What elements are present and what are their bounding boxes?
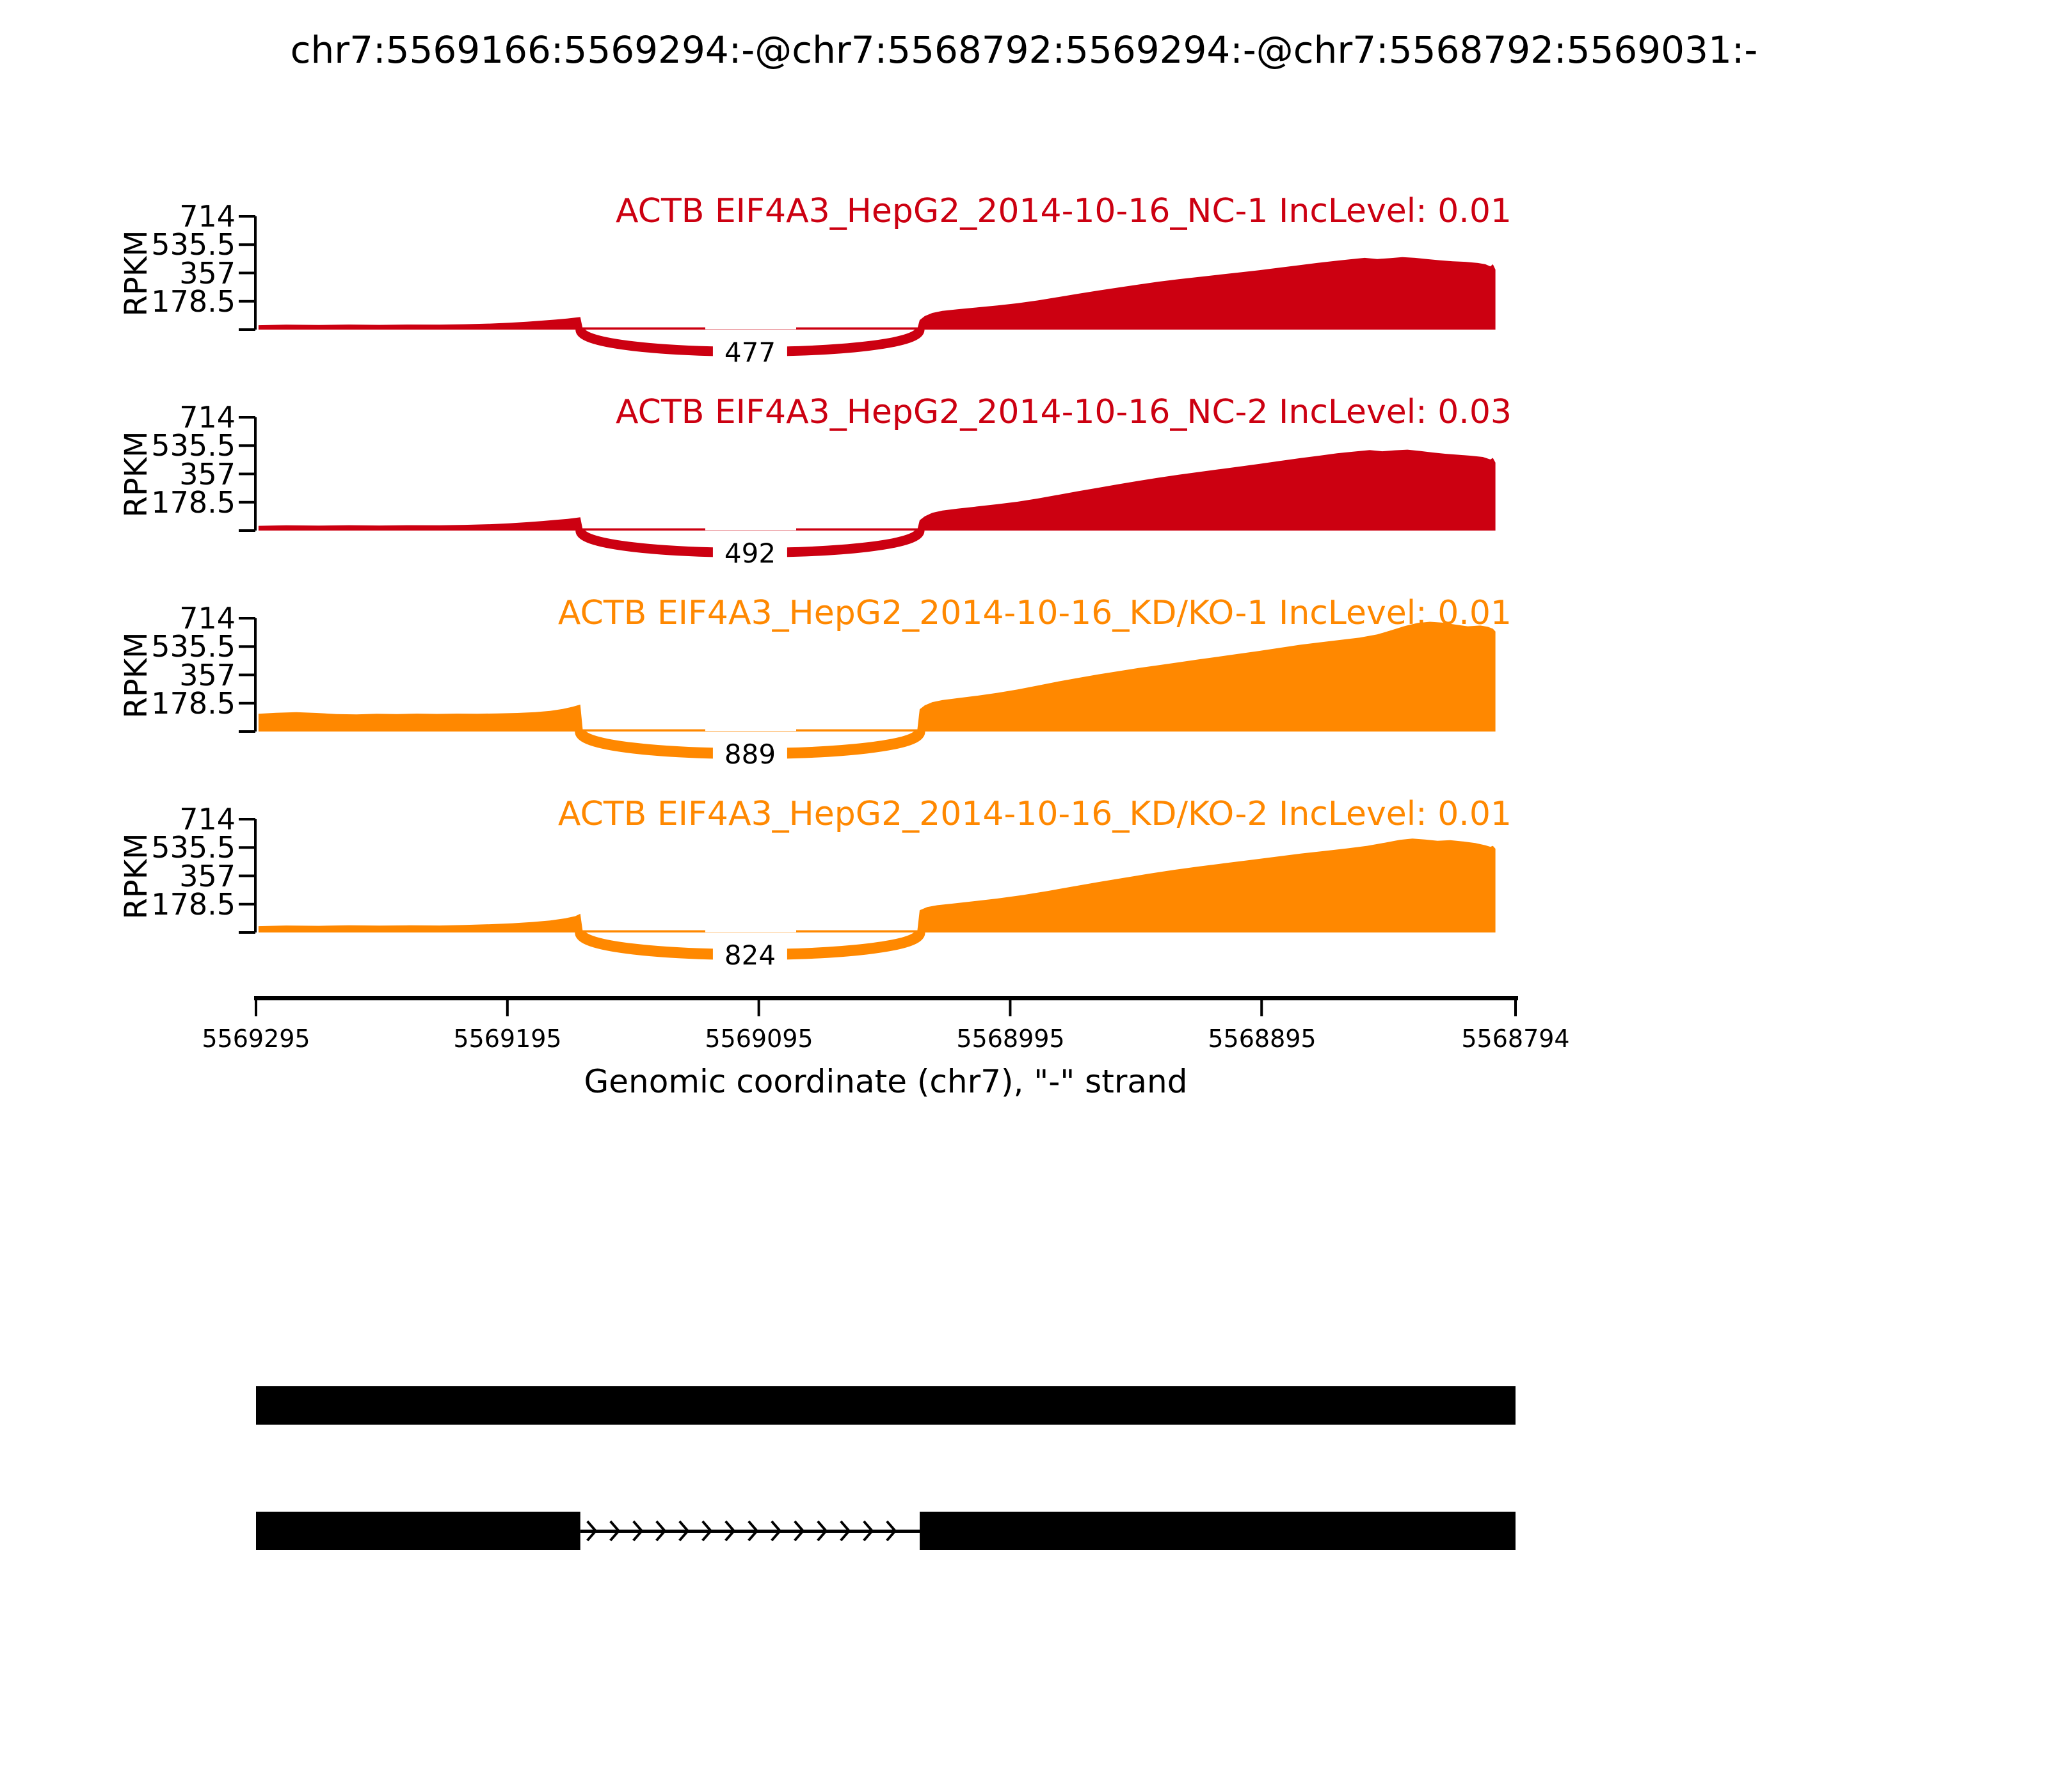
intron-strand-arrow (678, 1520, 690, 1542)
track-2-ytick-714: 714 (179, 400, 236, 435)
intron-strand-arrow (586, 1520, 598, 1542)
track-4-ytick-357: 357 (179, 859, 236, 893)
track-3-title: ACTB EIF4A3_HepG2_2014-10-16_KD/KO-1 Inc… (557, 594, 1512, 632)
track-1-junction-count: 477 (712, 338, 788, 367)
track-1-ylabel: RPKM (118, 230, 154, 317)
track-3-junction-count: 889 (712, 740, 788, 769)
xtick-5568794: 5568794 (1461, 1025, 1570, 1053)
x-axis-title: Genomic coordinate (chr7), "-" strand (584, 1063, 1188, 1100)
intron-strand-arrow (817, 1520, 828, 1542)
xtick-5569295: 5569295 (202, 1025, 310, 1053)
track-3-ytick-714: 714 (179, 601, 236, 636)
track-2-ytick-357: 357 (179, 457, 236, 492)
gene-model-exon (920, 1512, 1516, 1550)
track-4-ytick-535: 535.5 (151, 830, 236, 865)
intron-strand-arrow (863, 1520, 874, 1542)
intron-strand-arrow (701, 1520, 713, 1542)
track-3-ytick-178: 178.5 (151, 686, 236, 721)
track-2-title: ACTB EIF4A3_HepG2_2014-10-16_NC-2 IncLev… (615, 393, 1512, 431)
intron-strand-arrow (655, 1520, 667, 1542)
track-4-ytick-714: 714 (179, 802, 236, 836)
track-1-ytick-535: 535.5 (151, 227, 236, 262)
gene-model-exon (256, 1386, 1516, 1425)
track-1-ytick-178: 178.5 (151, 284, 236, 319)
xtick-5568995: 5568995 (956, 1025, 1065, 1053)
intron-strand-arrow (748, 1520, 759, 1542)
track-3-ytick-357: 357 (179, 658, 236, 692)
track-1-ytick-357: 357 (179, 256, 236, 291)
track-1-title: ACTB EIF4A3_HepG2_2014-10-16_NC-1 IncLev… (615, 192, 1512, 230)
track-4-title: ACTB EIF4A3_HepG2_2014-10-16_KD/KO-2 Inc… (557, 795, 1512, 833)
xtick-5568895: 5568895 (1208, 1025, 1316, 1053)
intron-strand-arrow (840, 1520, 851, 1542)
track-3-ytick-535: 535.5 (151, 629, 236, 664)
xtick-5569095: 5569095 (705, 1025, 813, 1053)
gene-model-exon (256, 1512, 580, 1550)
track-3-ylabel: RPKM (118, 632, 154, 719)
track-4-ytick-178: 178.5 (151, 887, 236, 922)
intron-strand-arrow (886, 1520, 897, 1542)
intron-strand-arrow (632, 1520, 644, 1542)
track-2-junction-count: 492 (712, 539, 788, 568)
track-4-ylabel: RPKM (118, 833, 154, 920)
intron-strand-arrow (609, 1520, 621, 1542)
track-2-ytick-178: 178.5 (151, 485, 236, 520)
track-1-ytick-714: 714 (179, 199, 236, 234)
xtick-5569195: 5569195 (453, 1025, 562, 1053)
track-2-ylabel: RPKM (118, 431, 154, 518)
track-2-ytick-535: 535.5 (151, 428, 236, 463)
gene-model-intron (580, 1530, 920, 1533)
intron-strand-arrow (794, 1520, 805, 1542)
intron-strand-arrow (771, 1520, 782, 1542)
plot-title: chr7:5569166:5569294:-@chr7:5568792:5569… (290, 28, 1758, 72)
intron-strand-arrow (724, 1520, 736, 1542)
track-4-junction-count: 824 (712, 941, 788, 970)
